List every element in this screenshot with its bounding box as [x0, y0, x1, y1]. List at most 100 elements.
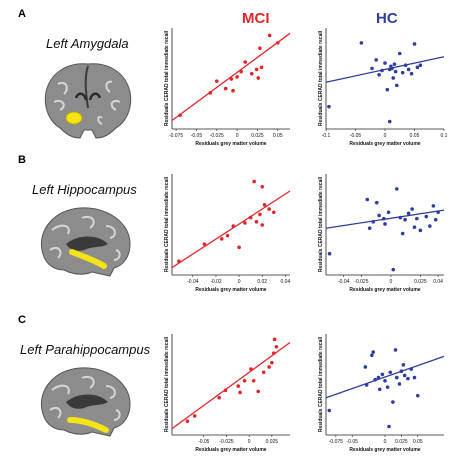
data-point — [217, 395, 221, 400]
data-point — [418, 63, 423, 68]
data-point — [401, 363, 406, 367]
data-point — [377, 213, 381, 218]
x-axis-label: Residuals grey matter volume — [349, 287, 420, 293]
data-point — [219, 237, 224, 241]
data-point — [391, 76, 396, 80]
data-point — [395, 375, 399, 380]
data-point — [406, 67, 411, 72]
data-point — [192, 414, 197, 418]
data-point — [415, 65, 420, 70]
x-axis-label: Residuals grey matter volume — [349, 141, 420, 147]
data-point — [377, 387, 382, 392]
data-point — [397, 382, 402, 386]
data-point — [267, 33, 272, 38]
data-point — [398, 215, 403, 220]
data-point — [272, 210, 276, 215]
region-title-amygdala: Left Amygdala — [46, 36, 129, 51]
x-axis-label: Residuals grey matter volume — [195, 141, 266, 147]
panel-letter-a: A — [18, 8, 26, 20]
x-tick-label: -0.025 — [219, 439, 233, 445]
scatter-plot-hippocampus-mci: -0.04 -0.02 0 0.02 0.04 Residuals grey matter… — [164, 174, 290, 293]
data-point — [399, 369, 404, 374]
y-axis-label: Residuals CERAD total immediate recall — [318, 176, 324, 272]
data-point — [235, 75, 239, 79]
data-point — [267, 207, 271, 211]
data-point — [400, 231, 405, 236]
brain-sagittal-hippocampus-icon — [40, 207, 131, 277]
x-tick-label: 0.05 — [413, 439, 423, 445]
data-point — [387, 424, 391, 429]
data-point — [373, 377, 377, 382]
data-point — [178, 113, 182, 117]
x-tick-label: 0 — [384, 439, 387, 445]
data-point — [387, 119, 392, 124]
data-point — [248, 215, 253, 220]
data-point — [374, 58, 378, 62]
data-point — [370, 353, 374, 358]
x-tick-label: -0.05 — [350, 133, 362, 139]
data-point — [412, 375, 417, 380]
data-point — [258, 46, 262, 50]
regression-line — [325, 355, 445, 399]
data-point — [364, 383, 369, 387]
data-point — [415, 216, 419, 221]
data-point — [272, 337, 277, 342]
x-tick-label: -0.025 — [354, 279, 368, 285]
data-point — [395, 83, 399, 88]
data-point — [249, 71, 254, 76]
data-point — [385, 87, 390, 92]
data-point — [433, 217, 438, 222]
data-point — [243, 221, 247, 225]
x-tick-label: 0 — [384, 133, 387, 139]
data-point — [383, 61, 387, 65]
scatter-plot-amygdala-mci: -0.075 -0.05 -0.025 0 0.025 0.05 Residuals gre… — [164, 28, 291, 147]
data-point — [386, 210, 391, 215]
data-point — [392, 62, 397, 66]
data-point — [406, 376, 410, 381]
data-point — [237, 245, 241, 250]
data-point — [254, 220, 259, 224]
data-point — [436, 210, 440, 215]
data-point — [261, 370, 266, 375]
scatter-plot-parahippocampus-hc: -0.075 -0.05 0 0.025 0.05 Residuals grey matt… — [318, 334, 445, 453]
data-point — [390, 66, 394, 71]
data-point — [395, 187, 399, 191]
x-tick-label: -0.02 — [210, 279, 222, 285]
data-point — [242, 378, 247, 383]
data-point — [365, 197, 370, 202]
data-point — [267, 365, 271, 369]
data-point — [327, 104, 331, 109]
data-point — [229, 77, 234, 81]
x-tick-label: 0.025 — [414, 279, 427, 285]
data-point — [403, 217, 407, 222]
data-point — [371, 350, 375, 354]
data-point — [383, 378, 387, 383]
data-point — [208, 91, 213, 95]
data-point — [252, 179, 256, 184]
data-point — [251, 378, 256, 383]
data-point — [385, 385, 390, 389]
data-point — [214, 79, 219, 83]
data-point — [271, 351, 276, 355]
panel-letter-c: C — [18, 314, 26, 326]
x-tick-label: -0.04 — [338, 279, 350, 285]
data-point — [254, 67, 259, 72]
data-point — [239, 69, 243, 74]
data-point — [262, 203, 267, 207]
data-point — [380, 68, 384, 73]
regression-line — [171, 32, 291, 122]
x-tick-label: -0.04 — [187, 279, 199, 285]
data-point — [391, 400, 395, 404]
x-tick-label: 0.04 — [433, 279, 443, 285]
x-tick-label: 0.025 — [251, 133, 264, 139]
x-tick-label: -0.075 — [169, 133, 183, 139]
data-point — [185, 419, 190, 423]
data-point — [223, 388, 228, 393]
brain-sagittal-parahippocampus-icon — [40, 367, 131, 437]
data-point — [415, 393, 420, 398]
y-axis-label: Residuals CERAD total immediate recall — [164, 336, 170, 432]
data-point — [391, 267, 396, 272]
x-tick-label: 0.02 — [257, 279, 267, 285]
x-tick-label: 0 — [248, 439, 251, 445]
data-point — [400, 70, 405, 75]
